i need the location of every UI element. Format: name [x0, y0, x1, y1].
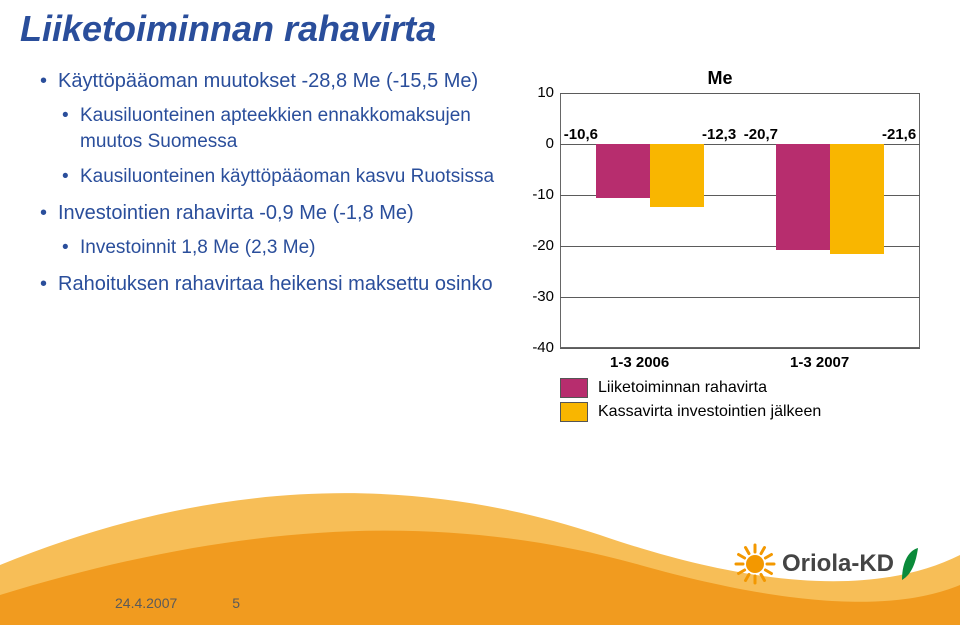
- bar: -20,7: [776, 144, 830, 250]
- bar-value-label: -12,3: [702, 126, 736, 143]
- bullet-subitem: Kausiluonteinen apteekkien ennakkomaksuj…: [58, 103, 510, 154]
- bar: -21,6: [830, 144, 884, 254]
- y-axis-label: 10: [520, 84, 554, 101]
- bar-chart: -40-30-20-10010-10,6-12,31-3 2006-20,7-2…: [560, 93, 920, 348]
- bar: -10,6: [596, 144, 650, 198]
- chart-title: Me: [510, 68, 930, 89]
- x-axis-label: 1-3 2006: [610, 354, 669, 371]
- page-title: Liiketoiminnan rahavirta: [0, 0, 960, 50]
- legend-swatch: [560, 402, 588, 422]
- content-row: Käyttöpääoman muutokset -28,8 Me (-15,5 …: [0, 50, 960, 426]
- grid-line: [560, 93, 920, 94]
- y-axis-label: -10: [520, 186, 554, 203]
- bar-value-label: -20,7: [744, 126, 778, 143]
- legend-item: Kassavirta investointien jälkeen: [560, 402, 930, 422]
- footer-page: 5: [232, 595, 240, 611]
- bullet-subitem: Kausiluonteinen käyttöpääoman kasvu Ruot…: [58, 164, 510, 190]
- y-axis-label: -40: [520, 339, 554, 356]
- footer-date: 24.4.2007: [115, 595, 177, 611]
- bar: -12,3: [650, 144, 704, 207]
- x-axis-label: 1-3 2007: [790, 354, 849, 371]
- leaf-icon: [900, 546, 920, 582]
- grid-line: [560, 348, 920, 349]
- bullet-item: Rahoituksen rahavirtaa heikensi maksettu…: [40, 271, 510, 298]
- chart-area: Me -40-30-20-10010-10,6-12,31-3 2006-20,…: [510, 68, 930, 426]
- bullet-subitem: Investoinnit 1,8 Me (2,3 Me): [58, 235, 510, 261]
- bullet-item: Investointien rahavirta -0,9 Me (-1,8 Me…: [40, 200, 510, 261]
- bullet-list: Käyttöpääoman muutokset -28,8 Me (-15,5 …: [40, 68, 510, 426]
- grid-line: [560, 297, 920, 298]
- chart-legend: Liiketoiminnan rahavirta Kassavirta inves…: [560, 378, 930, 422]
- bullet-item: Käyttöpääoman muutokset -28,8 Me (-15,5 …: [40, 68, 510, 190]
- bar-value-label: -21,6: [882, 126, 916, 143]
- footer: 24.4.2007 5: [115, 595, 240, 611]
- legend-label: Liiketoiminnan rahavirta: [598, 379, 767, 397]
- y-axis-label: -20: [520, 237, 554, 254]
- sun-icon: [734, 543, 776, 585]
- legend-item: Liiketoiminnan rahavirta: [560, 378, 930, 398]
- y-axis-label: -30: [520, 288, 554, 305]
- brand-logo: Oriola-KD: [734, 543, 920, 585]
- y-axis-label: 0: [520, 135, 554, 152]
- logo-text: Oriola-KD: [782, 550, 894, 578]
- bar-value-label: -10,6: [564, 126, 598, 143]
- legend-label: Kassavirta investointien jälkeen: [598, 403, 821, 421]
- legend-swatch: [560, 378, 588, 398]
